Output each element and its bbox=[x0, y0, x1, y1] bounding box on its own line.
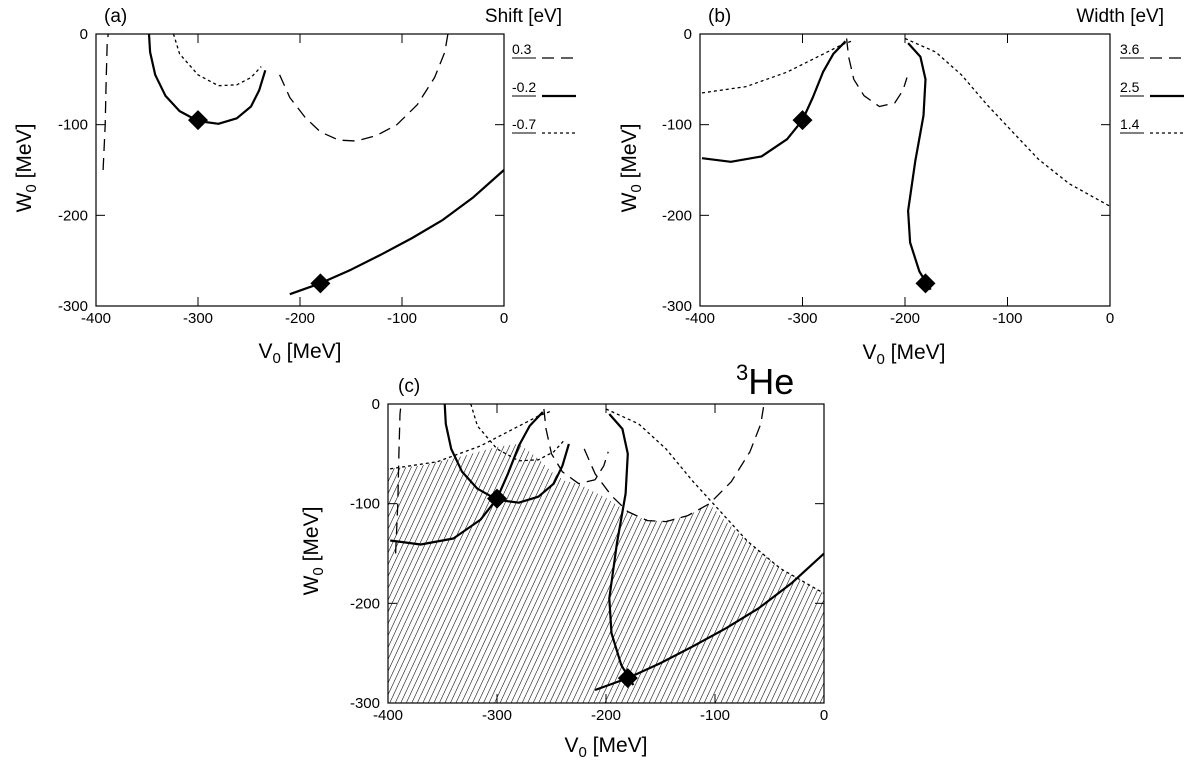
legend-label-dashed: 3.6 bbox=[1120, 41, 1140, 57]
diamond-marker-0 bbox=[487, 488, 507, 509]
contour-solid-1-0 bbox=[701, 40, 847, 163]
panel-c-y-axis-label: W0 [MeV] bbox=[300, 507, 327, 596]
y-tick-label: 0 bbox=[684, 26, 692, 43]
y-tick-label: -200 bbox=[58, 207, 88, 224]
x-tick-label: -200 bbox=[890, 310, 920, 327]
legend-label-dotted: -0.7 bbox=[512, 116, 536, 132]
diamond-marker-0 bbox=[792, 110, 813, 131]
x-tick-label: -100 bbox=[387, 310, 417, 327]
panel-b-y-axis-label: W0 [MeV] bbox=[618, 124, 645, 213]
x-tick-label: -400 bbox=[81, 310, 111, 327]
y-tick-label: -200 bbox=[662, 207, 692, 224]
y-tick-label: -200 bbox=[350, 595, 380, 612]
x-tick-label: 0 bbox=[1106, 310, 1114, 327]
contour-dashed-0-0 bbox=[845, 38, 908, 108]
y-tick-label: -100 bbox=[350, 496, 380, 513]
diamond-marker-0 bbox=[188, 110, 208, 131]
x-tick-label: 0 bbox=[500, 310, 508, 327]
contour-dotted-5-1 bbox=[605, 408, 824, 594]
panel-a-quantity-label: Shift [eV] bbox=[485, 6, 562, 27]
plot-frame-0 bbox=[95, 33, 505, 307]
legend-label-solid: -0.2 bbox=[512, 79, 536, 95]
panel-a-label: (a) bbox=[104, 6, 127, 27]
panel-a: (a) Shift [eV] V0 [MeV] W0 [MeV] 0.3 -0.2… bbox=[13, 6, 576, 367]
legend-label-dotted: 1.4 bbox=[1120, 116, 1140, 132]
panel-b-legend: 3.6 2.5 1.4 bbox=[1120, 41, 1184, 134]
plot-area-1 bbox=[701, 37, 1110, 291]
x-tick-label: 0 bbox=[820, 707, 828, 724]
panel-b-quantity-label: Width [eV] bbox=[1076, 6, 1164, 27]
panel-a-legend: 0.3 -0.2 -0.7 bbox=[512, 41, 576, 134]
panel-c-label: (c) bbox=[398, 376, 420, 397]
x-tick-label: -400 bbox=[685, 310, 715, 327]
x-tick-label: -300 bbox=[482, 707, 512, 724]
x-tick-label: -100 bbox=[992, 310, 1022, 327]
x-tick-label: -200 bbox=[591, 707, 621, 724]
x-tick-label: -400 bbox=[373, 707, 403, 724]
x-tick-label: -300 bbox=[183, 310, 213, 327]
panel-c: (c) 3He V0 [MeV] W0 [MeV] -400 -300 -200 -1… bbox=[300, 360, 828, 761]
y-tick-label: -300 bbox=[662, 298, 692, 315]
diamond-marker-1 bbox=[310, 273, 331, 294]
y-tick-label: -100 bbox=[662, 117, 692, 134]
contour-dashed-0-1 bbox=[583, 404, 765, 523]
panel-b-label: (b) bbox=[708, 6, 731, 27]
panel-a-y-axis-label: W0 [MeV] bbox=[13, 124, 40, 213]
panel-b: (b) Width [eV] V0 [MeV] W0 [MeV] 3.6 2.5 1… bbox=[618, 6, 1184, 368]
nucleus-label: 3He bbox=[736, 360, 794, 402]
contour-dotted-2-0 bbox=[470, 404, 566, 462]
legend-label-dashed: 0.3 bbox=[512, 41, 532, 57]
contour-solid-4-1 bbox=[608, 413, 635, 686]
plot-area-0 bbox=[102, 34, 504, 296]
y-tick-label: 0 bbox=[80, 26, 88, 43]
contour-dashed-0-0 bbox=[102, 34, 109, 171]
contour-dotted-2-0 bbox=[701, 39, 855, 94]
contour-dotted-2-0 bbox=[172, 34, 262, 87]
plot-area-2 bbox=[388, 404, 824, 703]
contour-dashed-0-0 bbox=[394, 404, 402, 554]
y-tick-label: -300 bbox=[350, 695, 380, 712]
panel-a-x-axis-label: V0 [MeV] bbox=[258, 340, 341, 367]
panel-b-x-axis-label: V0 [MeV] bbox=[862, 341, 945, 368]
x-tick-label: -100 bbox=[700, 707, 730, 724]
plot-frame-1 bbox=[699, 33, 1111, 307]
diamond-marker-1 bbox=[617, 668, 638, 689]
legend-label-solid: 2.5 bbox=[1120, 79, 1140, 95]
y-tick-label: -100 bbox=[58, 117, 88, 134]
hatched-region bbox=[388, 443, 824, 703]
x-tick-label: -200 bbox=[285, 310, 315, 327]
contour-dashed-0-1 bbox=[279, 34, 449, 142]
contour-solid-1-1 bbox=[906, 42, 932, 291]
y-tick-label: -300 bbox=[58, 298, 88, 315]
contour-dashed-3-0 bbox=[543, 408, 609, 485]
contour-dotted-2-1 bbox=[904, 37, 1110, 207]
x-tick-label: -300 bbox=[787, 310, 817, 327]
diamond-marker-1 bbox=[915, 273, 936, 294]
panel-c-x-axis-label: V0 [MeV] bbox=[564, 734, 647, 761]
y-tick-label: 0 bbox=[372, 396, 380, 413]
